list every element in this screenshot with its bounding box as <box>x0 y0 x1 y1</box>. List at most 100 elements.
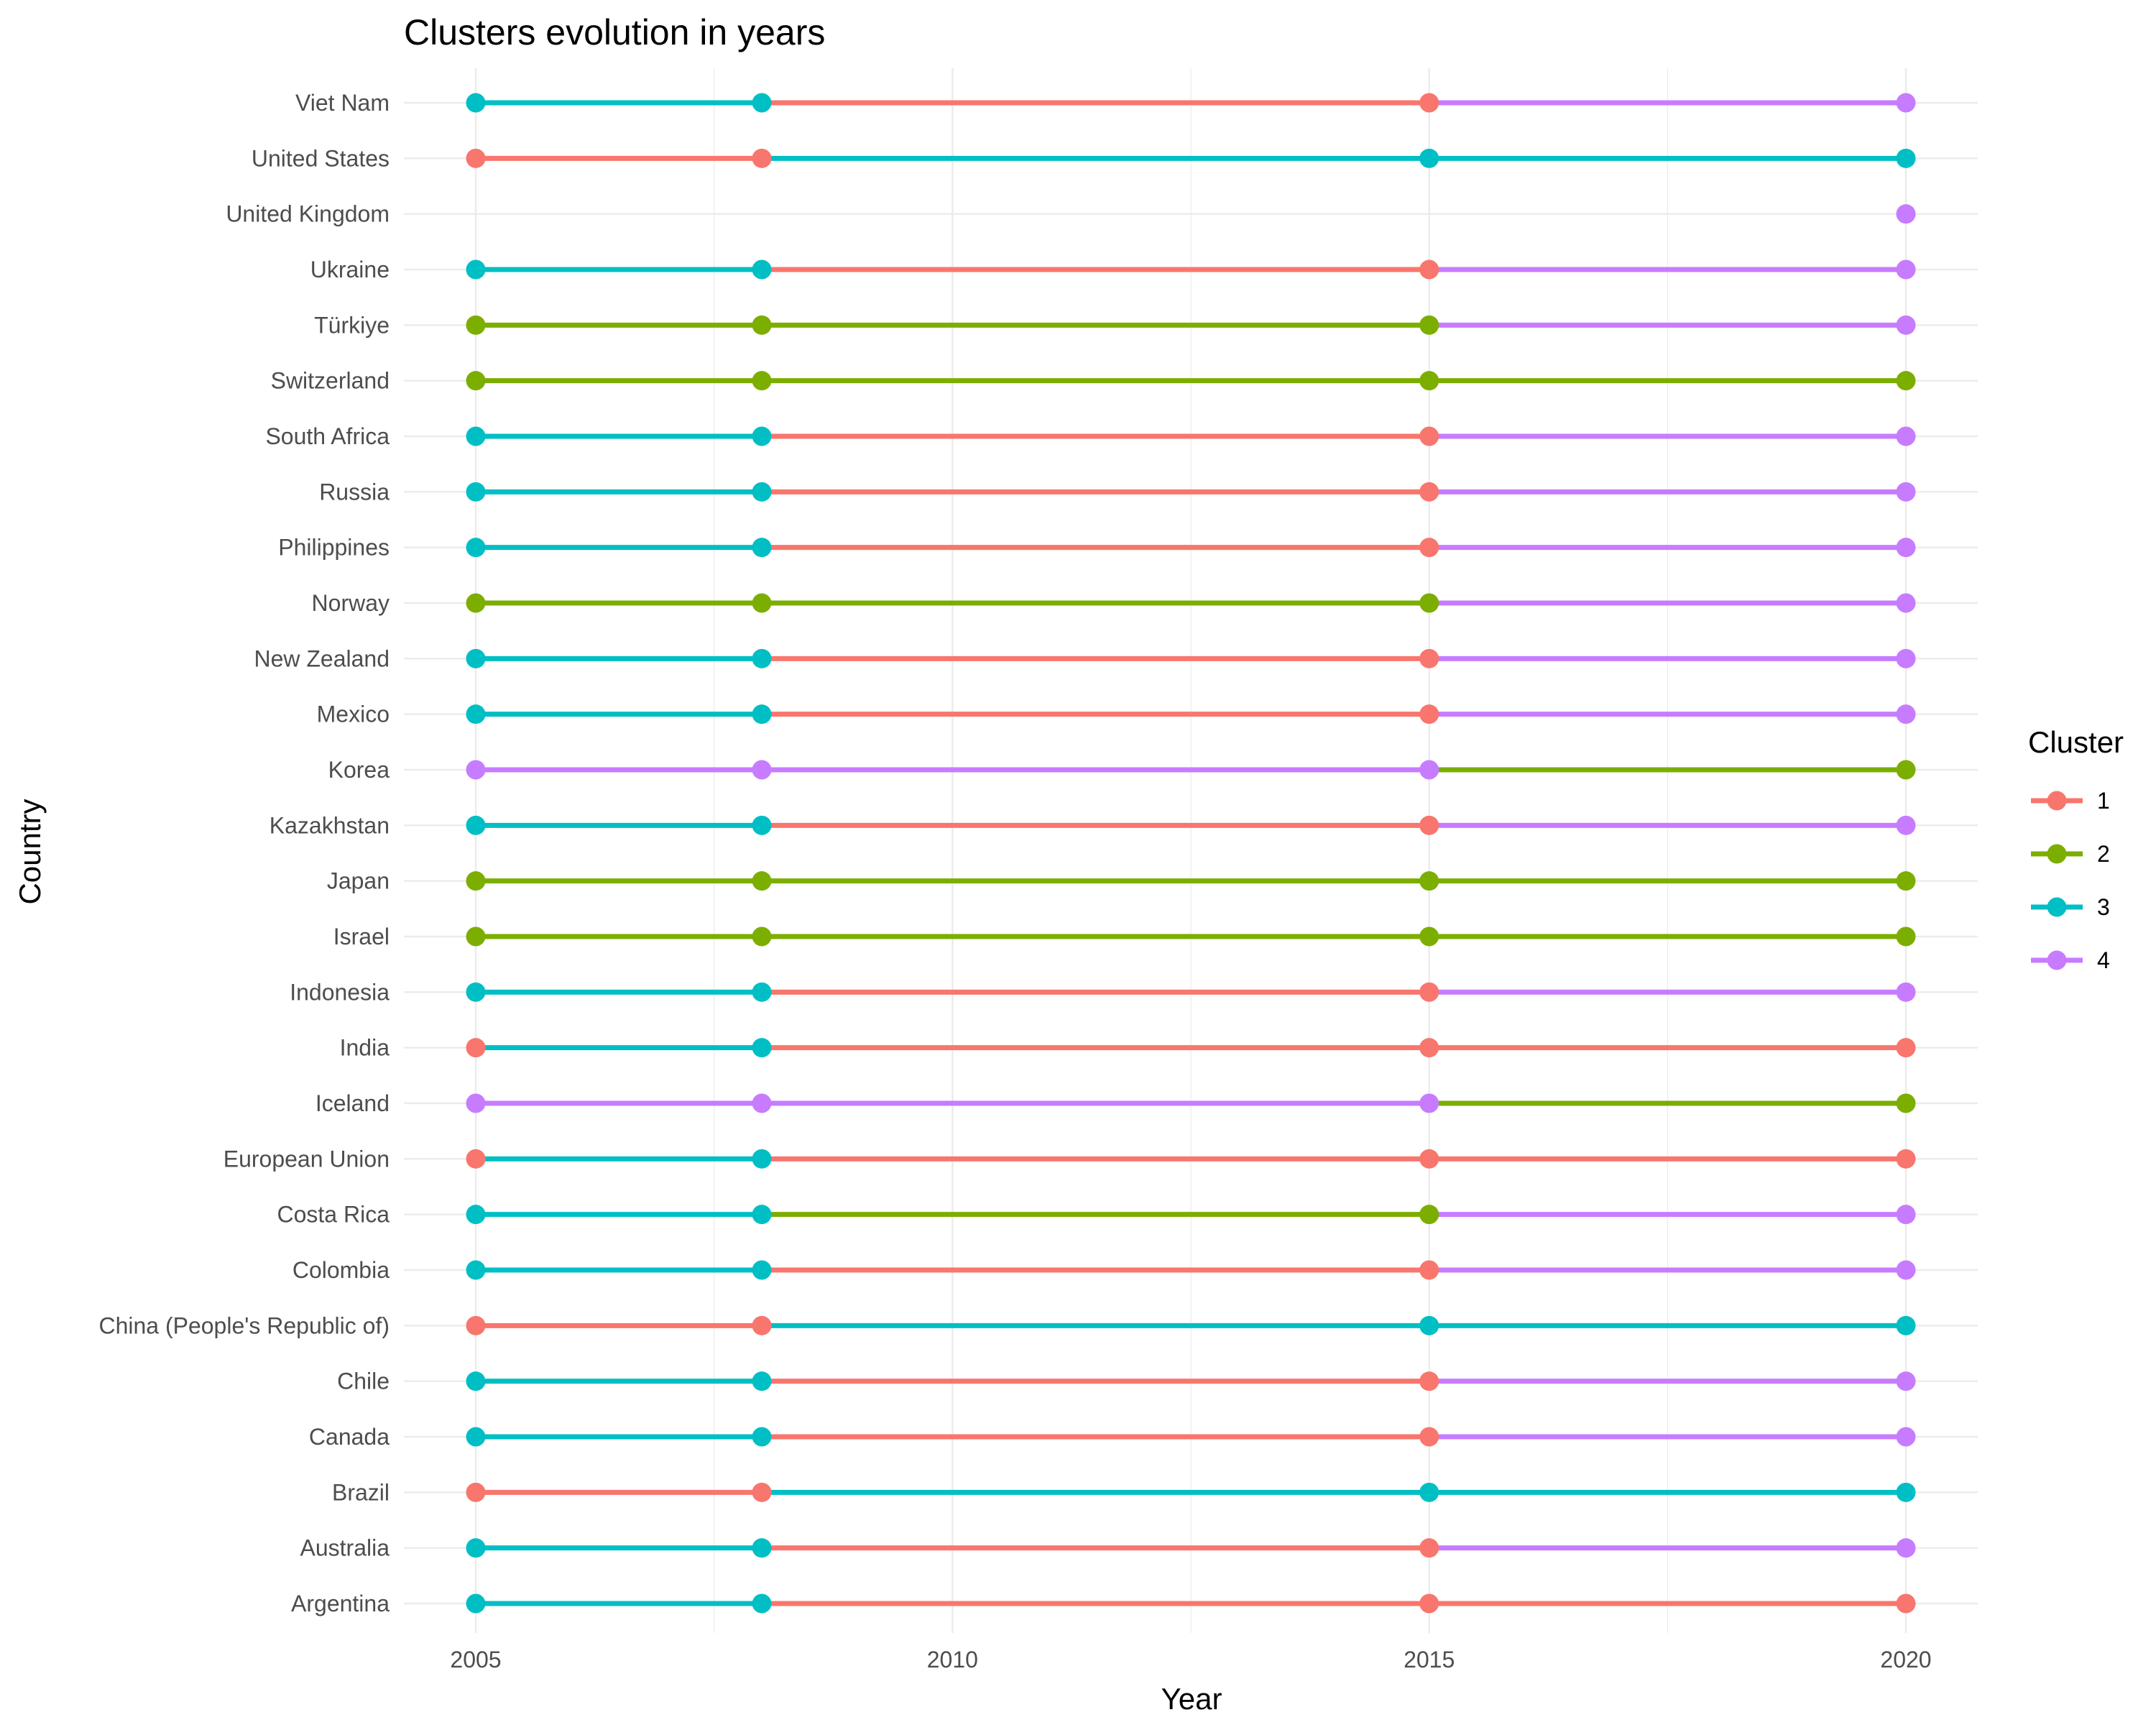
data-point <box>1419 482 1439 502</box>
data-point <box>1419 982 1439 1002</box>
data-point <box>466 1149 486 1169</box>
y-tick-label: Viet Nam <box>295 90 390 116</box>
data-point <box>1419 871 1439 891</box>
x-axis-title: Year <box>1161 1682 1222 1716</box>
data-point <box>1896 371 1916 391</box>
data-point <box>1896 1538 1916 1558</box>
legend-label: 4 <box>2097 947 2110 973</box>
legend-key-point <box>2047 897 2067 917</box>
chart-title: Clusters evolution in years <box>404 12 825 52</box>
data-point <box>466 426 486 446</box>
data-point <box>752 1149 772 1169</box>
data-point <box>466 1371 486 1392</box>
y-axis-title: Country <box>13 799 47 904</box>
data-point <box>1419 93 1439 113</box>
legend: Cluster 1 2 3 4 <box>2028 725 2124 973</box>
y-tick-label: South Africa <box>265 423 390 449</box>
y-tick-label: Canada <box>309 1424 390 1450</box>
grid-layer <box>404 68 1978 1633</box>
data-point <box>1896 648 1916 668</box>
data-point <box>752 538 772 558</box>
legend-label: 2 <box>2097 841 2110 867</box>
data-point <box>752 1038 772 1058</box>
data-point <box>1896 204 1916 224</box>
data-point <box>1419 538 1439 558</box>
data-point <box>466 1093 486 1113</box>
data-point <box>1896 1205 1916 1225</box>
y-tick-label: New Zealand <box>254 645 390 671</box>
y-tick-label: European Union <box>224 1146 390 1172</box>
data-point <box>466 1205 486 1225</box>
data-point <box>1896 1427 1916 1447</box>
data-point <box>1419 1427 1439 1447</box>
y-tick-label: Türkiye <box>314 312 390 338</box>
data-point <box>752 1538 772 1558</box>
data-point <box>1419 648 1439 668</box>
data-point <box>1419 815 1439 835</box>
data-point <box>1896 259 1916 280</box>
data-point <box>752 1315 772 1335</box>
data-point <box>1896 93 1916 113</box>
x-tick-label: 2010 <box>927 1647 978 1673</box>
data-point <box>752 259 772 280</box>
data-point <box>1419 259 1439 280</box>
data-point <box>466 982 486 1002</box>
data-point <box>1896 315 1916 335</box>
data-point <box>1896 148 1916 168</box>
data-point <box>752 426 772 446</box>
data-point <box>1896 982 1916 1002</box>
y-tick-label: Russia <box>319 479 390 505</box>
data-point <box>752 1260 772 1280</box>
data-point <box>752 93 772 113</box>
data-point <box>466 148 486 168</box>
data-point <box>466 1538 486 1558</box>
data-point <box>752 1093 772 1113</box>
y-tick-label: Costa Rica <box>277 1202 390 1228</box>
data-point <box>1419 1093 1439 1113</box>
data-point <box>1419 1038 1439 1058</box>
data-point <box>1419 371 1439 391</box>
data-point <box>466 93 486 113</box>
data-point <box>1419 593 1439 613</box>
data-point <box>466 538 486 558</box>
y-tick-label: India <box>340 1035 390 1061</box>
data-point <box>466 593 486 613</box>
data-point <box>1896 815 1916 835</box>
data-point <box>752 482 772 502</box>
data-point <box>752 371 772 391</box>
data-point <box>1896 593 1916 613</box>
data-point <box>1896 704 1916 724</box>
y-tick-label: China (People's Republic of) <box>98 1312 390 1338</box>
y-tick-label: Switzerland <box>271 368 390 394</box>
data-point <box>1896 1260 1916 1280</box>
legend-key-point <box>2047 950 2067 970</box>
data-point <box>752 760 772 780</box>
data-point <box>1896 1149 1916 1169</box>
data-point <box>466 648 486 668</box>
legend-label: 3 <box>2097 894 2110 920</box>
data-point <box>1896 1482 1916 1502</box>
data-point <box>752 1371 772 1392</box>
data-point <box>1419 315 1439 335</box>
data-point <box>466 871 486 891</box>
y-tick-label: Israel <box>333 924 390 949</box>
data-point <box>1419 926 1439 947</box>
y-tick-label: United States <box>252 145 390 171</box>
data-point <box>1896 1593 1916 1614</box>
data-point <box>1896 482 1916 502</box>
y-tick-label: Korea <box>328 757 390 783</box>
data-point <box>1419 1205 1439 1225</box>
data-point <box>466 926 486 947</box>
data-point <box>752 982 772 1002</box>
data-point <box>752 648 772 668</box>
data-point <box>1419 148 1439 168</box>
data-point <box>752 1593 772 1614</box>
y-tick-label: Argentina <box>291 1591 390 1616</box>
data-point <box>1419 1260 1439 1280</box>
y-tick-label: Mexico <box>317 702 390 727</box>
data-point <box>1896 760 1916 780</box>
data-point <box>466 315 486 335</box>
data-point <box>1419 426 1439 446</box>
data-point <box>466 1315 486 1335</box>
